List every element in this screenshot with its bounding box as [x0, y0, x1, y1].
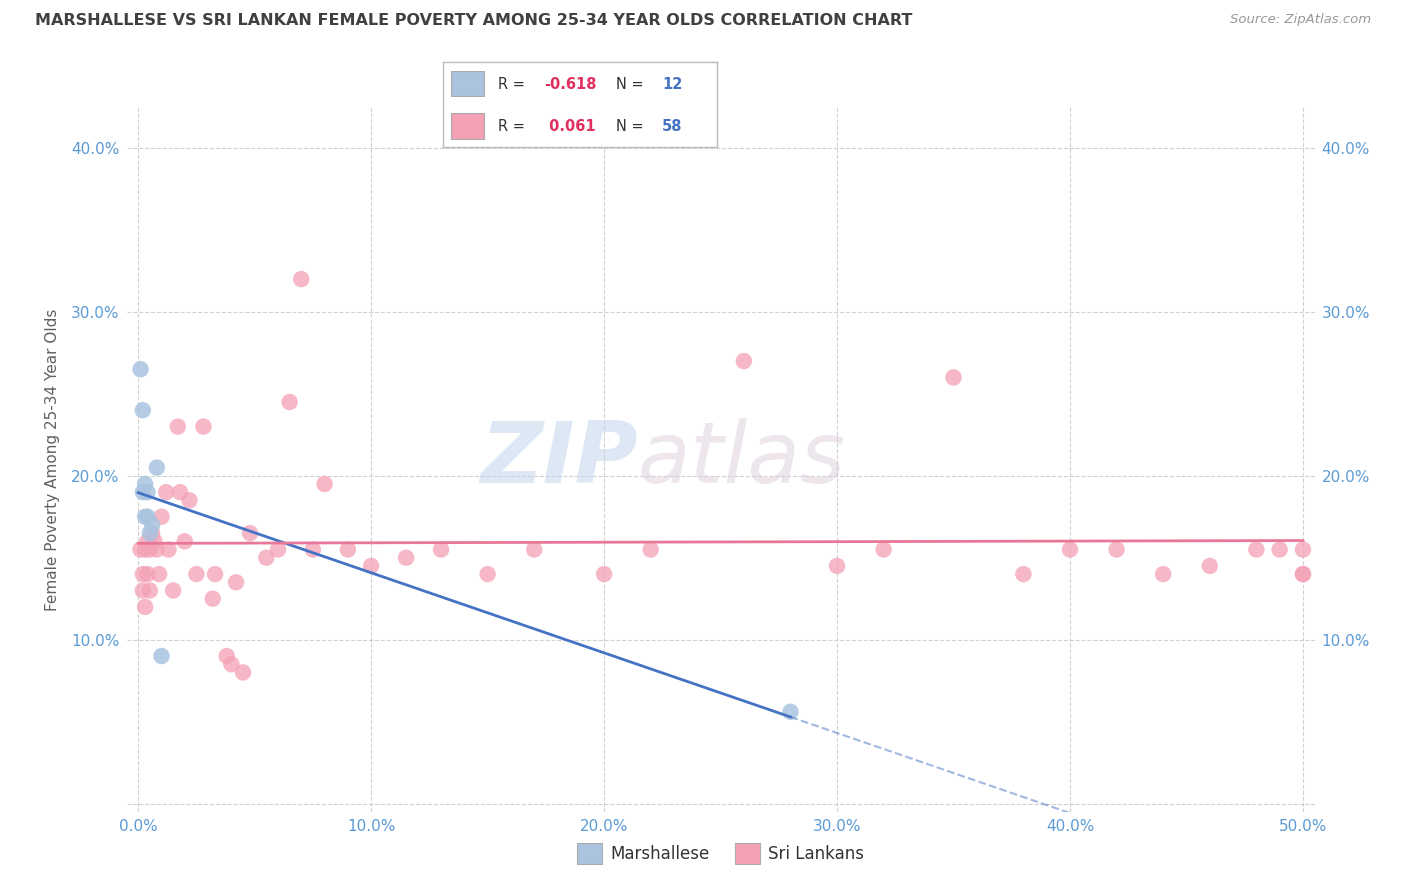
Point	[150, 648, 173, 663]
Point	[1012, 567, 1035, 582]
Point	[134, 542, 156, 557]
Point	[134, 509, 156, 524]
Point	[132, 485, 155, 500]
Point	[278, 395, 301, 409]
Point	[134, 599, 156, 614]
Point	[336, 542, 359, 557]
Legend: Marshallese, Sri Lankans: Marshallese, Sri Lankans	[571, 837, 870, 871]
Bar	[451, 71, 484, 96]
Point	[146, 542, 169, 557]
Point	[129, 542, 152, 557]
Point	[129, 362, 152, 376]
Point	[872, 542, 894, 557]
Point	[148, 567, 170, 582]
Point	[733, 354, 755, 368]
Point	[141, 526, 163, 541]
Point	[395, 550, 418, 565]
Point	[132, 567, 155, 582]
Point	[477, 567, 499, 582]
Point	[146, 460, 169, 475]
Point	[186, 567, 208, 582]
Point	[290, 272, 312, 286]
Text: Source: ZipAtlas.com: Source: ZipAtlas.com	[1230, 13, 1371, 27]
Point	[132, 403, 155, 417]
Text: 12: 12	[662, 77, 682, 92]
Point	[157, 542, 180, 557]
Point	[136, 567, 159, 582]
Y-axis label: Female Poverty Among 25-34 Year Olds: Female Poverty Among 25-34 Year Olds	[45, 309, 60, 610]
Point	[221, 657, 243, 672]
Point	[204, 567, 226, 582]
Point	[360, 558, 382, 573]
Bar	[451, 113, 484, 139]
Text: N =: N =	[616, 119, 648, 134]
Point	[141, 517, 163, 532]
Point	[302, 542, 325, 557]
Text: N =: N =	[616, 77, 648, 92]
Point	[1292, 542, 1315, 557]
Text: R =: R =	[498, 119, 529, 134]
Point	[593, 567, 616, 582]
Point	[430, 542, 453, 557]
Point	[136, 509, 159, 524]
Point	[1059, 542, 1081, 557]
Point	[136, 485, 159, 500]
Point	[779, 705, 801, 719]
Point	[155, 485, 177, 500]
Point	[232, 665, 254, 680]
Text: 58: 58	[662, 119, 683, 134]
Point	[1152, 567, 1174, 582]
Point	[139, 542, 162, 557]
Point	[150, 509, 173, 524]
Point	[523, 542, 546, 557]
Point	[143, 534, 166, 549]
Text: atlas: atlas	[637, 417, 845, 501]
Point	[1268, 542, 1291, 557]
Point	[215, 648, 238, 663]
Point	[942, 370, 965, 384]
Point	[139, 583, 162, 598]
Point	[225, 575, 247, 590]
Text: MARSHALLESE VS SRI LANKAN FEMALE POVERTY AMONG 25-34 YEAR OLDS CORRELATION CHART: MARSHALLESE VS SRI LANKAN FEMALE POVERTY…	[35, 13, 912, 29]
Point	[136, 534, 159, 549]
Point	[640, 542, 662, 557]
Point	[1198, 558, 1220, 573]
Text: ZIP: ZIP	[479, 417, 637, 501]
Point	[173, 534, 195, 549]
Point	[169, 485, 191, 500]
Point	[239, 526, 262, 541]
Point	[162, 583, 184, 598]
Point	[1292, 567, 1315, 582]
Point	[134, 477, 156, 491]
Point	[139, 526, 162, 541]
Point	[267, 542, 290, 557]
Point	[1105, 542, 1128, 557]
Text: R =: R =	[498, 77, 529, 92]
Point	[825, 558, 848, 573]
Point	[1292, 567, 1315, 582]
Point	[1246, 542, 1268, 557]
Point	[179, 493, 201, 508]
Point	[254, 550, 277, 565]
Text: -0.618: -0.618	[544, 77, 596, 92]
Point	[201, 591, 224, 606]
Point	[166, 419, 188, 434]
Point	[193, 419, 215, 434]
Point	[132, 583, 155, 598]
Point	[314, 477, 336, 491]
Text: 0.061: 0.061	[544, 119, 596, 134]
